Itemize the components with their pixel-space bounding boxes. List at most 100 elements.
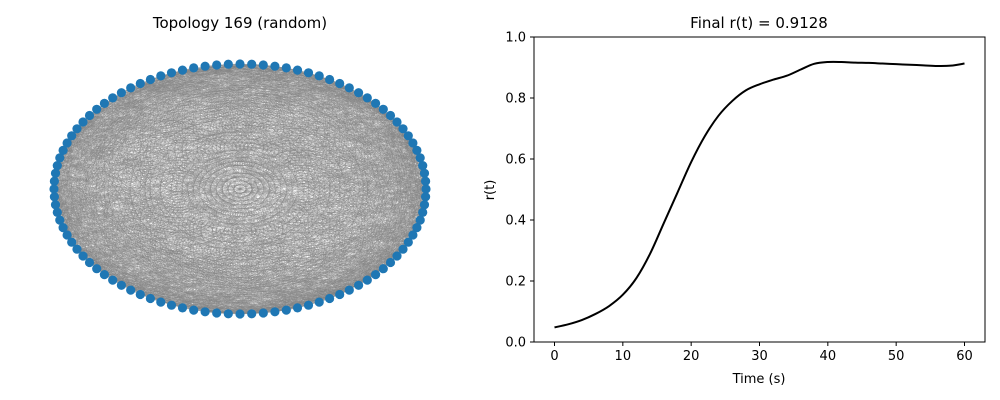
x-tick-label: 60 [956, 349, 973, 364]
network-node [303, 68, 314, 78]
network-nodes [49, 59, 431, 319]
network-node [189, 305, 199, 315]
network-node [99, 98, 109, 108]
x-axis-ticks: 0 10 20 30 40 50 60 [550, 342, 973, 364]
network-node [78, 117, 88, 127]
line-chart-panel: Final r(t) = 0.9128 0 10 20 30 40 50 60 0.0 0.2… [483, 14, 986, 387]
network-node [403, 237, 413, 247]
network-node [385, 110, 396, 121]
network-node [145, 74, 155, 85]
network-node [392, 117, 402, 127]
x-tick-label: 50 [888, 349, 905, 364]
network-node [145, 293, 155, 304]
network-node [385, 257, 396, 268]
y-tick-label: 0.0 [505, 336, 526, 351]
network-node [281, 305, 291, 315]
network-node [116, 88, 126, 98]
network-node [408, 138, 418, 148]
network-panel: Topology 169 (random) [49, 14, 431, 319]
network-node [212, 60, 222, 70]
network-node [177, 65, 188, 75]
network-node [303, 300, 314, 310]
network-node [270, 307, 280, 317]
network-node [258, 60, 268, 70]
network-node [72, 124, 82, 134]
network-node [378, 264, 388, 274]
network-node [419, 200, 430, 210]
network-node [166, 68, 177, 78]
network-node [200, 307, 210, 317]
network-node [62, 230, 72, 240]
network-node [92, 104, 102, 114]
network-node [108, 93, 118, 103]
network-node [408, 230, 418, 240]
edge-bundle [53, 63, 427, 315]
network-node [189, 63, 199, 73]
x-tick-label: 0 [550, 349, 558, 364]
network-node [421, 192, 431, 202]
network-node [418, 207, 428, 217]
network-node [281, 63, 291, 73]
network-node [55, 215, 65, 225]
line-chart-title: Final r(t) = 0.9128 [690, 14, 828, 32]
x-tick-label: 30 [751, 349, 768, 364]
network-node [344, 83, 354, 93]
network-node [412, 145, 422, 155]
x-axis-label: Time (s) [732, 372, 786, 387]
network-node [292, 303, 303, 313]
network-node [235, 309, 245, 319]
network-node [126, 285, 136, 295]
network-node [135, 289, 145, 300]
network-node [415, 215, 425, 225]
plot-frame [533, 36, 986, 343]
network-node [50, 168, 61, 178]
network-node [344, 285, 354, 295]
x-tick-label: 20 [683, 349, 700, 364]
network-node [335, 289, 345, 300]
r-series-line [554, 60, 965, 329]
network-node [223, 309, 233, 319]
network-node [412, 223, 422, 233]
network-node [258, 308, 268, 318]
network-node [177, 303, 188, 313]
network-node [314, 71, 324, 81]
network-node [156, 297, 166, 307]
network-node [418, 161, 428, 171]
network-node [49, 192, 60, 202]
network-node [223, 59, 233, 69]
network-node [292, 65, 303, 75]
network-node [135, 78, 145, 89]
network-node [398, 244, 408, 254]
network-node [398, 124, 408, 134]
y-tick-label: 1.0 [505, 31, 526, 46]
network-node [50, 200, 61, 210]
network-node [421, 176, 431, 186]
network-node [314, 297, 324, 307]
network-node [325, 74, 335, 85]
network-node [403, 131, 413, 141]
network-node [421, 184, 431, 194]
network-node [156, 71, 166, 81]
network-node [335, 78, 345, 89]
network-node [67, 237, 77, 247]
network-node [92, 264, 102, 274]
network-edges [53, 63, 427, 315]
network-node [166, 300, 177, 310]
network-node [212, 308, 222, 318]
network-node [108, 275, 118, 285]
network-node [49, 176, 60, 186]
y-axis-ticks: 0.0 0.2 0.4 0.6 0.8 1.0 [505, 31, 534, 351]
network-node [200, 61, 210, 71]
y-tick-label: 0.8 [505, 92, 526, 107]
network-node [371, 270, 381, 280]
network-node [354, 280, 364, 290]
y-tick-label: 0.4 [505, 214, 526, 229]
network-node [247, 309, 257, 319]
network-node [362, 93, 372, 103]
network-node [392, 251, 402, 261]
network-node [354, 88, 364, 98]
network-node [419, 168, 430, 178]
network-node [99, 270, 109, 280]
y-tick-label: 0.2 [505, 275, 526, 290]
